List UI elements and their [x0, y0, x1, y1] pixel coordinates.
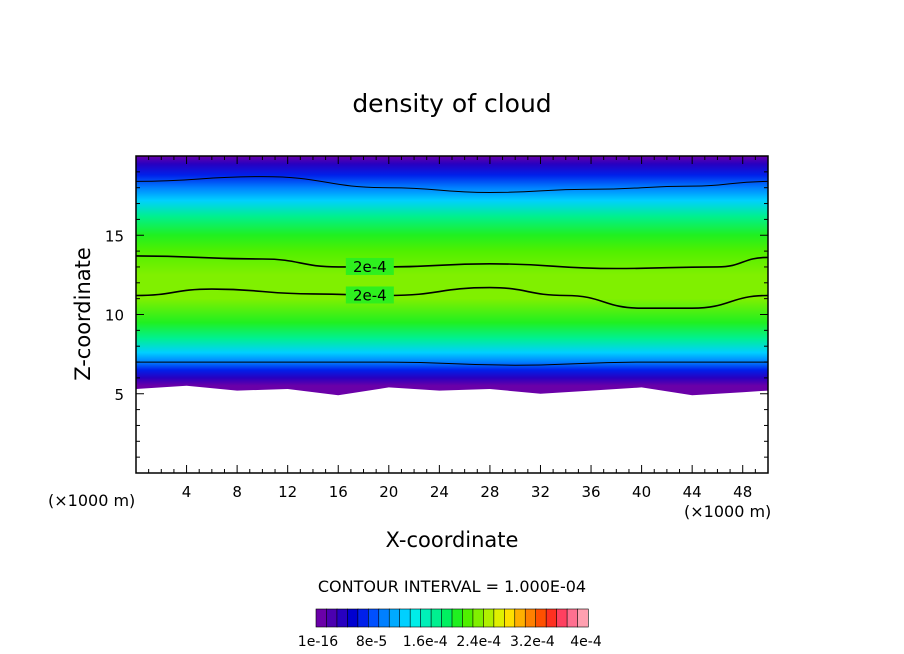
cloud-free-region: [136, 386, 768, 473]
colorbar-label: 3.2e-4: [510, 634, 555, 650]
colorbar-swatch: [368, 609, 379, 627]
colorbar-swatch: [452, 609, 463, 627]
colorbar-swatch: [358, 609, 369, 627]
colorbar-swatch: [546, 609, 557, 627]
y-axis-label: Z-coordinate: [71, 247, 95, 381]
x-tick-label: 48: [733, 483, 752, 501]
x-tick-label: 32: [531, 483, 550, 501]
contour-interval-text: CONTOUR INTERVAL = 1.000E-04: [318, 577, 586, 596]
x-axis-label: X-coordinate: [386, 528, 519, 552]
colorbar: [316, 609, 588, 627]
colorbar-swatch: [504, 609, 515, 627]
x-tick-label: 20: [379, 483, 398, 501]
colorbar-swatch: [525, 609, 536, 627]
x-tick-label: 28: [480, 483, 499, 501]
colorbar-swatch: [347, 609, 358, 627]
colorbar-swatch: [326, 609, 337, 627]
y-tick-label: 5: [114, 386, 124, 404]
colorbar-swatch: [337, 609, 348, 627]
colorbar-swatch: [431, 609, 442, 627]
x-tick-label: 12: [278, 483, 297, 501]
colorbar-swatch: [578, 609, 589, 627]
x-tick-label: 44: [683, 483, 702, 501]
colorbar-swatch: [473, 609, 484, 627]
colorbar-label: 1.6e-4: [403, 634, 448, 650]
colorbar-label: 2.4e-4: [456, 634, 501, 650]
colorbar-swatch: [462, 609, 473, 627]
colorbar-swatch: [400, 609, 411, 627]
chart-title: density of cloud: [352, 89, 551, 118]
colorbar-swatch: [316, 609, 327, 627]
x-tick-label: 40: [632, 483, 651, 501]
contour-label: 2e-4: [353, 258, 387, 276]
colorbar-swatch: [567, 609, 578, 627]
plot-area: 2e-4 2e-4: [136, 156, 768, 473]
x-tick-label: 24: [430, 483, 449, 501]
contour-label: 2e-4: [353, 286, 387, 304]
colorbar-swatch: [389, 609, 400, 627]
y-tick-label: 15: [105, 227, 124, 245]
colorbar-swatch: [515, 609, 526, 627]
colorbar-swatch: [536, 609, 547, 627]
colorbar-swatch: [557, 609, 568, 627]
x-unit-left: (×1000 m): [48, 491, 135, 510]
colorbar-labels: 1e-16 8e-5 1.6e-4 2.4e-4 3.2e-4 4e-4: [298, 634, 602, 650]
colorbar-swatch: [379, 609, 390, 627]
colorbar-swatch: [494, 609, 505, 627]
colorbar-swatch: [483, 609, 494, 627]
y-tick-label: 10: [105, 307, 124, 325]
colorbar-label: 8e-5: [356, 634, 387, 650]
x-tick-label: 36: [581, 483, 600, 501]
colorbar-swatch: [442, 609, 453, 627]
colorbar-swatch: [410, 609, 421, 627]
x-tick-label: 4: [182, 483, 192, 501]
x-tick-label: 8: [232, 483, 242, 501]
colorbar-label: 4e-4: [570, 634, 602, 650]
colorbar-swatch: [421, 609, 432, 627]
x-unit-right: (×1000 m): [684, 502, 771, 521]
x-tick-label: 16: [329, 483, 348, 501]
colorbar-label: 1e-16: [298, 634, 338, 650]
